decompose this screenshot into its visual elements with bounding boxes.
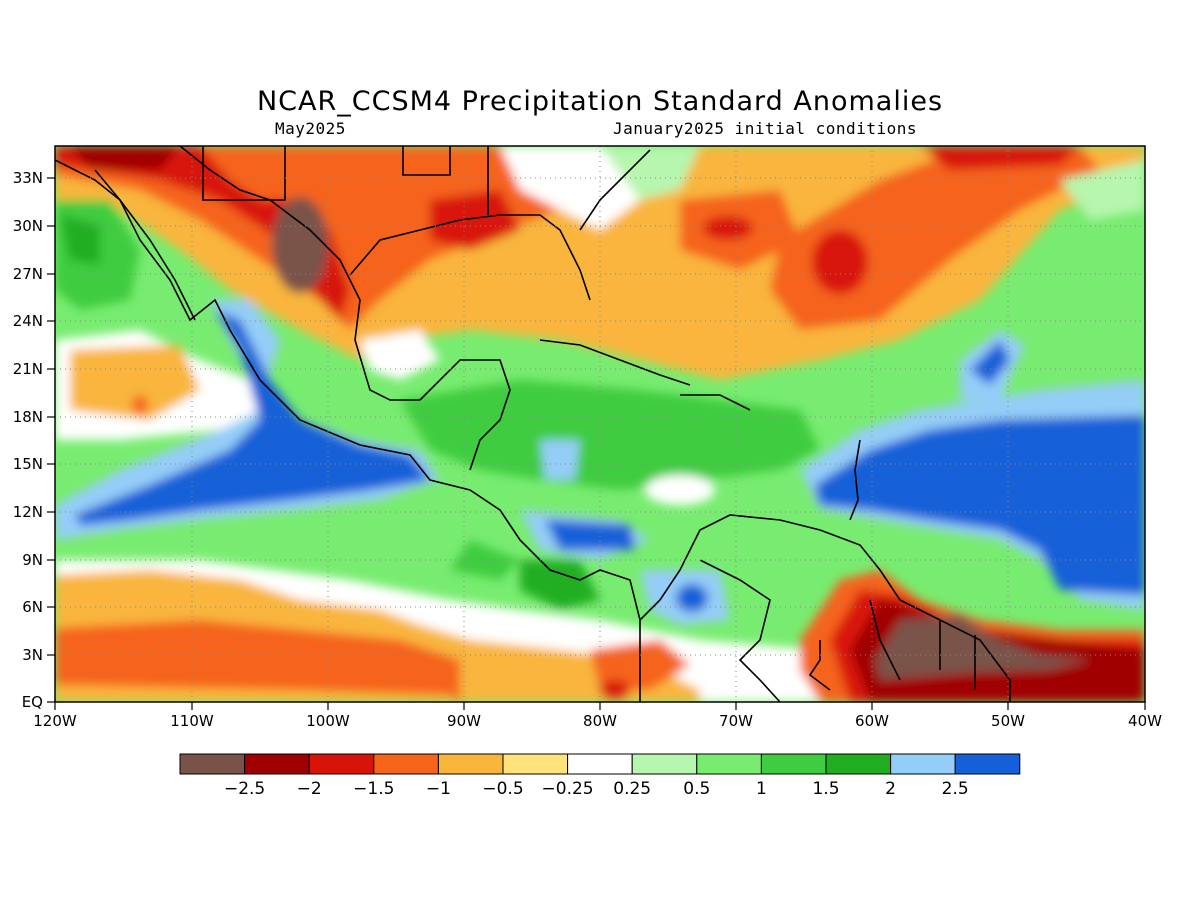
lat-label: 21N <box>13 360 43 378</box>
lat-label: 15N <box>13 455 43 473</box>
lon-label: 110W <box>170 712 214 730</box>
legend-label: 2 <box>885 779 896 799</box>
legend-colorbar <box>179 753 1021 775</box>
legend-swatch <box>244 753 310 775</box>
lat-label: 18N <box>13 408 43 426</box>
legend-swatch <box>179 753 246 775</box>
legend-swatch <box>502 753 569 775</box>
lon-label: 40W <box>1128 712 1162 730</box>
forecast-month: May2025 <box>275 119 346 138</box>
gridlines <box>55 146 1145 702</box>
initial-conditions: January2025 initial conditions <box>613 119 917 138</box>
legend-swatch <box>760 753 827 775</box>
legend-label: 1 <box>756 779 767 799</box>
anomaly-field <box>55 146 1145 702</box>
legend-swatch <box>954 753 1021 775</box>
legend-label: 0.5 <box>683 779 710 799</box>
legend-label: 2.5 <box>942 779 969 799</box>
lon-label: 100W <box>306 712 350 730</box>
legend-label: 0.25 <box>613 779 651 799</box>
lat-label: 27N <box>13 265 43 283</box>
lat-label: 24N <box>13 312 43 330</box>
legend-swatch <box>567 753 633 775</box>
lat-label: 3N <box>22 646 43 664</box>
lat-label: 9N <box>22 551 43 569</box>
legend-swatch <box>825 753 892 775</box>
legend-labels: −2.5 −2 −1.5 −1 −0.5 −0.25 0.25 0.5 1 1.5 2 2.5 <box>224 779 969 799</box>
legend-label: −2 <box>297 779 322 799</box>
coastlines <box>55 146 1011 702</box>
legend-swatch <box>437 753 504 775</box>
legend-swatch <box>696 753 762 775</box>
legend-label: −2.5 <box>224 779 265 799</box>
longitude-labels: 120W 110W 100W 90W 80W 70W 60W 50W 40W <box>33 712 1162 730</box>
axis-ticks <box>47 177 1146 710</box>
lat-label: EQ <box>22 693 43 711</box>
legend-swatch <box>631 753 698 775</box>
legend-swatch <box>308 753 375 775</box>
lon-label: 70W <box>719 712 753 730</box>
legend-label: −0.25 <box>542 779 594 799</box>
lon-label: 60W <box>855 712 889 730</box>
lon-label: 90W <box>447 712 481 730</box>
legend-swatch <box>373 753 439 775</box>
legend-label: −1.5 <box>353 779 394 799</box>
lat-label: 30N <box>13 217 43 235</box>
map-title: NCAR_CCSM4 Precipitation Standard Anomal… <box>256 86 944 117</box>
legend-label: −1 <box>426 779 451 799</box>
lon-label: 50W <box>991 712 1025 730</box>
legend-label: −0.5 <box>482 779 523 799</box>
legend-label: 1.5 <box>812 779 839 799</box>
lon-label: 80W <box>583 712 617 730</box>
lat-label: 33N <box>13 169 43 187</box>
latitude-labels: EQ 3N 6N 9N 12N 15N 18N 21N 24N 27N 30N … <box>13 169 43 711</box>
lat-label: 6N <box>22 598 43 616</box>
lon-label: 120W <box>33 712 77 730</box>
legend-swatch <box>890 753 956 775</box>
lat-label: 12N <box>13 503 43 521</box>
